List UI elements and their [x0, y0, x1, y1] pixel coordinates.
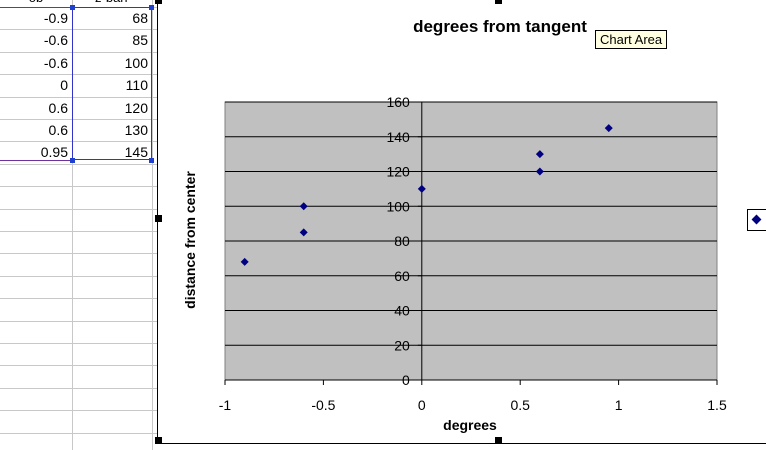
cell-col-a[interactable]: 0.6: [48, 122, 68, 138]
grid-row-line: [0, 365, 157, 367]
data-point: [535, 150, 544, 159]
chart-legend[interactable]: [747, 209, 766, 231]
grid-row-line: [0, 29, 157, 31]
range-highlight-x-top: [0, 7, 72, 8]
cell-col-b[interactable]: 100: [124, 54, 148, 71]
y-tick-label: 40: [394, 303, 410, 319]
grid-row-line: [0, 119, 157, 120]
cell-col-a[interactable]: 0.95: [40, 144, 68, 161]
legend-marker-diamond-icon: [751, 214, 762, 225]
grid-row-line: [0, 253, 157, 255]
range-handle-bottom-left[interactable]: [70, 158, 75, 163]
x-axis-title[interactable]: degrees: [443, 417, 497, 433]
cell-col-a[interactable]: 0.6: [48, 99, 68, 116]
cell-col-a[interactable]: -0.6: [43, 32, 68, 49]
y-tick-label: 140: [386, 129, 410, 145]
chart-selection-handle[interactable]: [495, 0, 502, 4]
column-header-b: z-barr: [72, 0, 152, 6]
chart-selection-handle[interactable]: [155, 215, 162, 222]
cell-col-a[interactable]: -0.6: [43, 54, 68, 71]
grid-column-line: [72, 0, 73, 450]
x-tick-label: -1: [219, 397, 232, 413]
cell-col-b[interactable]: 130: [124, 122, 148, 138]
grid-row-line: [0, 387, 157, 389]
x-tick-label: 1: [615, 397, 623, 413]
range-handle-top-right[interactable]: [149, 5, 154, 10]
chart-title[interactable]: degrees from tangent: [413, 17, 587, 36]
spreadsheet-grid[interactable]: ob z-barr -0.9 68 -0.6 85 -0.6 100 0 110 0.6 120 0…: [0, 0, 157, 450]
data-point: [535, 167, 544, 176]
data-point: [417, 184, 426, 193]
cell-col-b[interactable]: 85: [132, 32, 148, 49]
y-tick-label: 100: [386, 198, 410, 214]
range-highlight-y[interactable]: [72, 7, 152, 160]
x-tick-label: -0.5: [311, 397, 335, 413]
cell-col-b[interactable]: 68: [132, 10, 148, 26]
grid-row-line: [0, 163, 157, 165]
range-handle-top-left[interactable]: [70, 5, 75, 10]
y-tick-label: 60: [394, 268, 410, 284]
grid-row-line: [0, 320, 157, 322]
chart-selection-handle[interactable]: [495, 437, 502, 444]
range-handle-bottom-right[interactable]: [149, 158, 154, 163]
chart-area-tooltip: Chart Area: [595, 30, 668, 49]
y-tick-label: 120: [386, 164, 410, 180]
y-tick-label: 160: [386, 94, 410, 110]
column-header-a: ob: [0, 0, 72, 6]
chart-selection-handle[interactable]: [155, 0, 162, 4]
grid-row-line: [0, 298, 157, 300]
cell-col-b[interactable]: 145: [124, 144, 148, 161]
grid-row-line: [0, 74, 157, 76]
cell-col-a[interactable]: 0: [60, 77, 68, 94]
y-tick-label: 80: [394, 233, 410, 249]
data-point: [299, 202, 308, 211]
x-tick-label: 0.5: [510, 397, 530, 413]
grid-column-line: [152, 0, 153, 450]
y-tick-label: 20: [394, 337, 410, 353]
grid-row-line: [0, 141, 157, 143]
grid-row-line: [0, 208, 157, 210]
grid-row-line: [0, 231, 157, 232]
grid-row-line: [0, 275, 157, 277]
x-tick-label: 0: [418, 397, 426, 413]
chart-border-left: [157, 0, 158, 444]
range-highlight-x-bottom: [0, 160, 72, 161]
grid-row-line: [0, 410, 157, 412]
cell-col-b[interactable]: 120: [124, 99, 148, 116]
chart-selection-handle[interactable]: [155, 437, 162, 444]
x-tick-label: 1.5: [707, 397, 727, 413]
grid-row-line: [0, 432, 157, 434]
data-point: [240, 257, 249, 266]
grid-row-line: [0, 51, 157, 53]
chart-border-bottom: [157, 443, 766, 444]
data-point: [299, 228, 308, 237]
cell-col-a[interactable]: -0.9: [43, 10, 68, 26]
data-point: [604, 124, 613, 133]
cell-col-b[interactable]: 110: [125, 77, 148, 94]
grid-row-line: [0, 343, 157, 344]
grid-row-line: [0, 186, 157, 188]
grid-row-line: [0, 96, 157, 98]
